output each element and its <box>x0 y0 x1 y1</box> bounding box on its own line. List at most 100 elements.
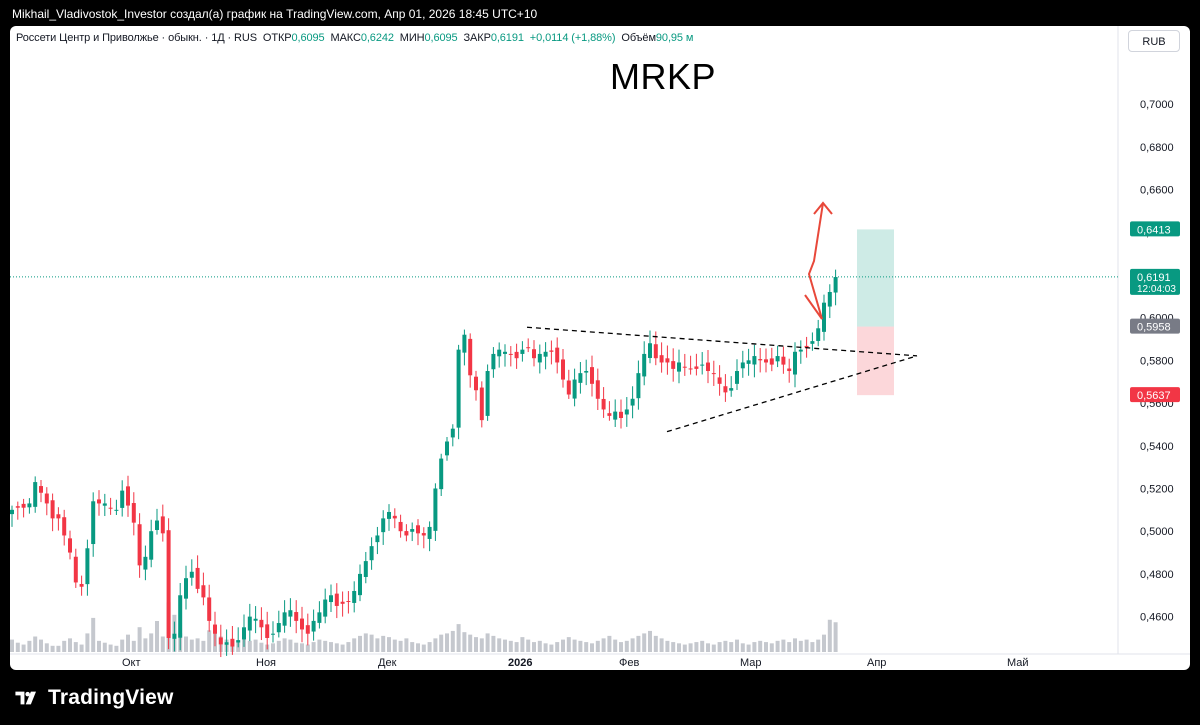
candle-body <box>688 368 693 370</box>
price-axis-label-bg <box>1130 387 1180 403</box>
candle-body <box>282 612 287 626</box>
x-tick-label: Май <box>1007 657 1029 669</box>
candle-body <box>334 593 339 606</box>
x-tick-label: Дек <box>378 657 397 669</box>
candle-body <box>224 642 229 645</box>
volume-bar <box>433 638 438 652</box>
volume-bar <box>73 642 78 652</box>
x-tick-label: Ноя <box>256 657 276 669</box>
candle-body <box>410 529 415 532</box>
volume-bar <box>648 630 652 652</box>
candle-body <box>601 398 606 410</box>
volume-bar <box>624 640 629 652</box>
tradingview-footer[interactable]: TradingView <box>12 685 174 711</box>
candle-body <box>230 638 235 647</box>
volume-bar <box>572 639 577 652</box>
volume-bar <box>781 639 786 652</box>
candle-body <box>305 625 310 634</box>
candle-body <box>752 356 757 365</box>
volume-bar <box>659 638 664 652</box>
volume-bar <box>769 643 774 652</box>
candle-body <box>149 531 154 560</box>
volume-bar <box>479 638 484 652</box>
volume-bar <box>427 642 432 652</box>
volume-bar <box>259 642 264 652</box>
candle-body <box>427 526 432 539</box>
volume-bar <box>271 643 275 652</box>
candle-body <box>665 358 670 363</box>
candle-body <box>682 366 687 368</box>
candle-body <box>131 503 136 523</box>
volume-bar <box>671 642 676 652</box>
y-tick-label: 0,4600 <box>1140 612 1174 624</box>
price-axis-label: 0,5637 <box>1137 390 1171 402</box>
volume-bar <box>416 643 420 652</box>
candle-body <box>288 610 293 617</box>
volume-bar <box>288 639 293 652</box>
candle-body <box>44 493 49 504</box>
volume-bar <box>201 640 206 652</box>
volume-bar <box>822 634 826 652</box>
volume-bar <box>653 635 658 652</box>
volume-bar <box>207 630 212 652</box>
candle-body <box>33 482 38 507</box>
candle-body <box>827 291 832 307</box>
volume-bar <box>474 637 478 652</box>
open-value: 0,6095 <box>291 32 325 44</box>
volume-bar <box>375 638 380 652</box>
candle-body <box>421 533 426 536</box>
volume-bar <box>131 640 136 652</box>
volume-bar <box>392 639 397 652</box>
currency-button[interactable]: RUB <box>1128 30 1180 52</box>
candle-body <box>276 623 281 633</box>
candle-body <box>532 349 536 359</box>
candle-body <box>566 380 571 395</box>
candle-body <box>97 499 101 504</box>
candle-body <box>445 441 449 456</box>
candle-body <box>317 612 322 623</box>
candle-body <box>822 302 826 332</box>
trendline-upper <box>526 326 918 357</box>
candle-body <box>166 530 171 638</box>
candle-body <box>294 612 299 621</box>
candle-body <box>677 362 681 372</box>
volume-bar <box>334 643 339 652</box>
volume-bar <box>584 642 589 652</box>
volume-bar <box>601 638 606 652</box>
volume-bar <box>532 642 536 652</box>
price-chart[interactable]: 0,70000,68000,66000,64000,62000,60000,58… <box>10 26 1190 670</box>
candle-body <box>323 599 328 617</box>
attribution-bar: Mikhail_Vladivostok_Investor создал(а) г… <box>12 7 538 21</box>
volume-bar <box>236 642 241 652</box>
volume-bar <box>311 642 316 652</box>
candle-body <box>775 356 780 362</box>
volume-bar <box>665 640 670 652</box>
volume-bar <box>445 633 449 652</box>
volume-bar <box>126 634 130 652</box>
volume-bar <box>590 643 594 652</box>
volume-bar <box>329 642 333 652</box>
candle-body <box>653 344 658 359</box>
x-tick-label: Фев <box>619 657 639 669</box>
volume-bar <box>526 639 531 652</box>
position-stop-zone <box>857 326 894 396</box>
candle-body <box>706 362 710 372</box>
volume-bar <box>775 640 780 652</box>
candle-body <box>769 358 774 365</box>
candle-body <box>311 620 316 632</box>
volume-bar <box>729 642 734 652</box>
candle-body <box>120 490 125 508</box>
volume-bar <box>50 645 55 652</box>
chart-panel[interactable]: 0,70000,68000,66000,64000,62000,60000,58… <box>10 26 1190 670</box>
volume-bar <box>793 638 797 652</box>
candle-body <box>468 338 473 376</box>
volume-bar <box>184 636 188 652</box>
volume-bar <box>758 640 763 652</box>
candle-body <box>729 388 734 391</box>
y-tick-label: 0,6600 <box>1140 184 1174 196</box>
volume-bar <box>305 644 310 652</box>
candle-body <box>549 350 554 352</box>
volume-bar <box>276 640 281 652</box>
x-tick-label: Апр <box>867 657 886 669</box>
candle-body <box>236 640 241 643</box>
